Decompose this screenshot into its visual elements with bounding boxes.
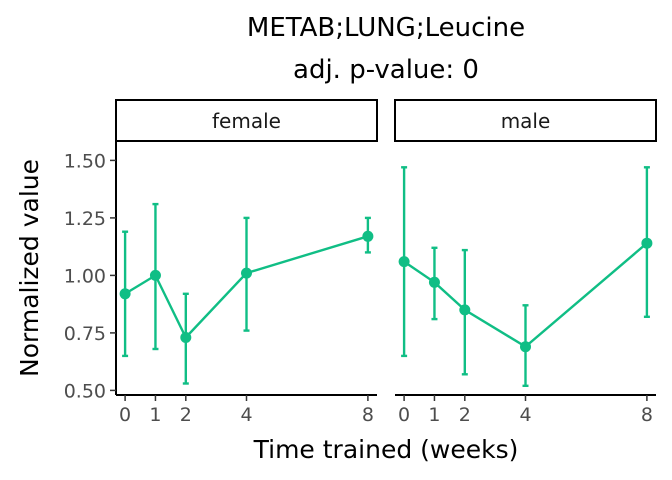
x-tick-label: 8: [641, 404, 653, 426]
x-tick-label: 4: [519, 404, 531, 426]
y-tick-label: 0.75: [64, 323, 106, 345]
panel-male: male 0 1 2 4 8: [394, 99, 657, 426]
x-tick-label: 8: [362, 404, 374, 426]
chart-subtitle: adj. p-value: 0: [293, 55, 479, 85]
data-point: [641, 237, 653, 249]
data-point: [180, 332, 192, 343]
y-tick-label: 1.50: [64, 150, 106, 172]
y-tick-label: 1.25: [64, 208, 106, 230]
y-tick-label: 0.50: [64, 380, 106, 402]
x-axis-title: Time trained (weeks): [253, 435, 519, 464]
panel-female: female 0 1 2 4 8: [115, 99, 378, 426]
strip-male: [394, 99, 657, 142]
y-tick-label: 1.00: [64, 265, 106, 287]
x-tick-label: 0: [398, 404, 410, 426]
data-point: [520, 341, 531, 353]
x-tick-label: 1: [428, 404, 440, 426]
x-tick-label: 0: [119, 404, 131, 426]
chart-title: METAB;LUNG;Leucine: [247, 13, 525, 43]
x-tick-label: 1: [149, 404, 161, 426]
data-point: [241, 267, 252, 279]
strip-label: male: [501, 109, 551, 133]
data-point: [362, 230, 374, 242]
x-tick-label: 2: [459, 404, 471, 426]
strip-female: [115, 99, 378, 142]
data-point: [459, 304, 471, 316]
y-axis: 0.50 0.75 1.00 1.25 1.50: [64, 142, 117, 402]
data-point: [149, 269, 161, 281]
data-point: [398, 256, 410, 268]
x-tick-label: 2: [180, 404, 192, 426]
y-axis-title: Normalized value: [15, 159, 44, 377]
data-point: [428, 276, 440, 288]
data-point: [119, 288, 131, 300]
x-tick-label: 4: [240, 404, 252, 426]
strip-label: female: [212, 109, 281, 133]
